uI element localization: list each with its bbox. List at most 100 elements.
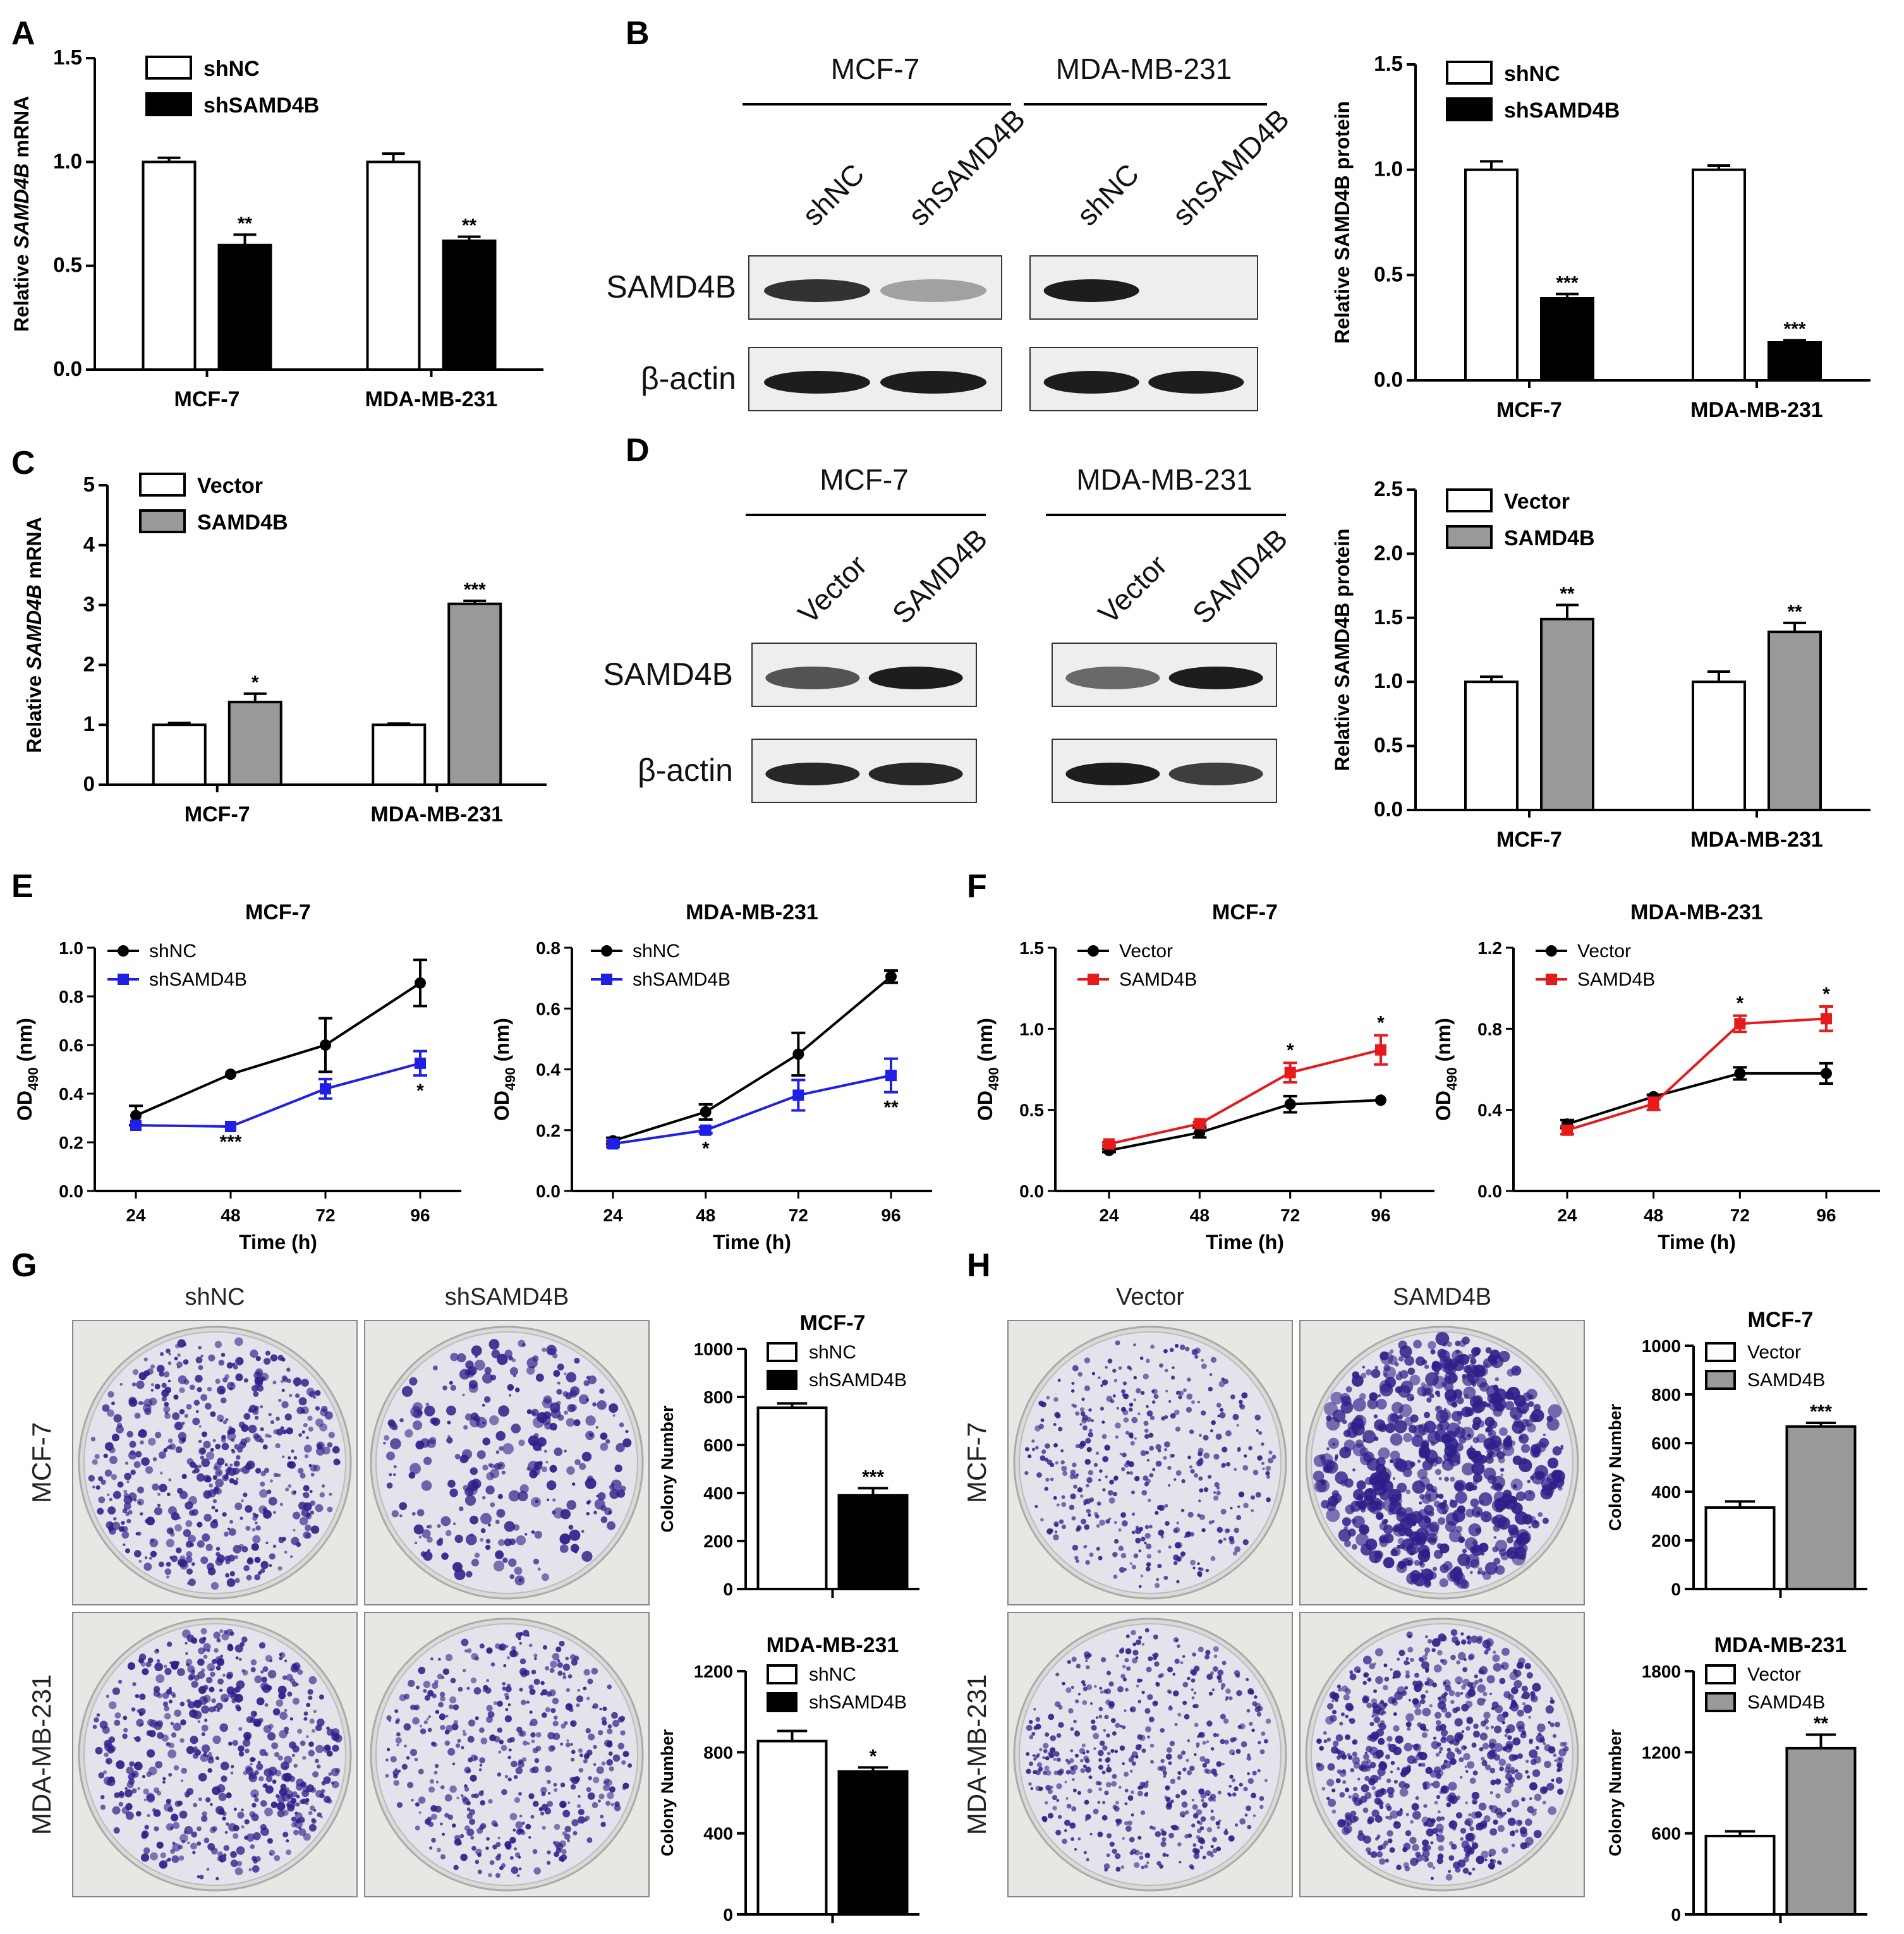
colony	[585, 1478, 597, 1489]
colony	[1462, 1549, 1467, 1554]
colony	[447, 1480, 456, 1488]
colony	[521, 1757, 527, 1762]
colony	[1399, 1788, 1409, 1797]
colony	[1157, 1549, 1161, 1554]
colony	[1145, 1451, 1149, 1455]
colony	[1450, 1477, 1455, 1482]
colony	[1455, 1340, 1461, 1346]
colony	[1137, 1791, 1143, 1797]
colony	[566, 1688, 571, 1693]
legend-swatch	[1705, 1692, 1736, 1712]
colony	[569, 1529, 581, 1541]
colony	[1374, 1790, 1381, 1798]
colony	[1437, 1348, 1446, 1358]
colony	[1343, 1817, 1353, 1826]
colony	[255, 1356, 261, 1362]
colony	[514, 1575, 525, 1586]
colony	[1463, 1753, 1470, 1761]
colony	[581, 1550, 593, 1562]
colony	[1417, 1468, 1428, 1480]
colony	[495, 1842, 501, 1847]
colony	[1460, 1827, 1467, 1834]
colony	[139, 1712, 143, 1717]
colony	[480, 1790, 484, 1794]
colony	[1085, 1659, 1088, 1662]
colony	[415, 1541, 418, 1545]
colony	[218, 1808, 225, 1815]
colony	[437, 1657, 441, 1661]
colony	[1086, 1858, 1089, 1862]
y-axis-label-part: Relative	[10, 249, 33, 332]
colony	[166, 1538, 175, 1547]
colony	[557, 1659, 561, 1663]
colony	[1174, 1542, 1181, 1549]
colony	[511, 1423, 521, 1434]
colony	[1136, 1525, 1139, 1529]
colony	[1180, 1789, 1187, 1796]
colony	[1434, 1712, 1441, 1719]
colony	[435, 1780, 439, 1784]
colony	[280, 1426, 284, 1430]
series-line-samd4b	[1567, 1017, 1827, 1132]
colony	[1440, 1816, 1445, 1821]
colony	[184, 1826, 193, 1835]
colony	[202, 1811, 207, 1817]
colony	[1228, 1535, 1234, 1542]
colony	[550, 1745, 555, 1751]
colony	[1470, 1358, 1477, 1365]
colony	[1375, 1676, 1383, 1684]
colony	[598, 1799, 601, 1803]
colony	[1190, 1469, 1195, 1474]
colony	[1198, 1732, 1203, 1737]
colony	[1125, 1825, 1132, 1832]
colony	[1524, 1662, 1531, 1670]
bar-samd4b	[1785, 1425, 1857, 1591]
colony	[299, 1516, 308, 1526]
colony	[1326, 1796, 1330, 1801]
colony	[150, 1852, 158, 1861]
colony	[565, 1657, 569, 1660]
colony	[1173, 1478, 1177, 1481]
colony	[254, 1415, 259, 1420]
colony	[1469, 1546, 1477, 1554]
colony	[1369, 1477, 1378, 1485]
colony	[292, 1697, 300, 1705]
colony	[188, 1535, 196, 1544]
colony	[1247, 1772, 1250, 1775]
colony	[1217, 1669, 1224, 1676]
colony	[1339, 1721, 1343, 1725]
colony	[1445, 1521, 1457, 1532]
colony	[399, 1502, 408, 1511]
y-axis-label-subscript: 490	[25, 1067, 41, 1091]
colony	[1137, 1786, 1142, 1790]
colony	[1255, 1492, 1261, 1498]
column-label: Vector	[1116, 1284, 1184, 1310]
colony	[131, 1382, 136, 1387]
y-tick-label: 0.2	[536, 1121, 561, 1140]
colony	[198, 1425, 202, 1428]
colony	[1148, 1656, 1153, 1662]
colony	[286, 1367, 291, 1372]
protein-band	[1043, 371, 1139, 394]
colony	[1500, 1811, 1505, 1817]
colony	[1406, 1631, 1413, 1638]
colony	[1094, 1684, 1097, 1688]
y-tick-label: 0.0	[536, 1182, 561, 1201]
colony	[480, 1738, 488, 1744]
colony	[154, 1662, 163, 1672]
colony	[242, 1670, 248, 1676]
colony	[1482, 1743, 1489, 1750]
colony	[1033, 1708, 1036, 1711]
y-tick-label: 0.5	[1019, 1101, 1044, 1120]
colony	[1156, 1578, 1159, 1581]
colony	[187, 1841, 190, 1844]
colony	[143, 1370, 150, 1377]
colony	[499, 1463, 503, 1467]
colony	[600, 1432, 608, 1440]
colony	[1501, 1647, 1510, 1656]
colony	[308, 1695, 313, 1700]
colony	[1113, 1574, 1118, 1579]
colony	[482, 1403, 485, 1407]
y-tick-label: 2	[83, 652, 95, 675]
colony	[179, 1834, 188, 1843]
